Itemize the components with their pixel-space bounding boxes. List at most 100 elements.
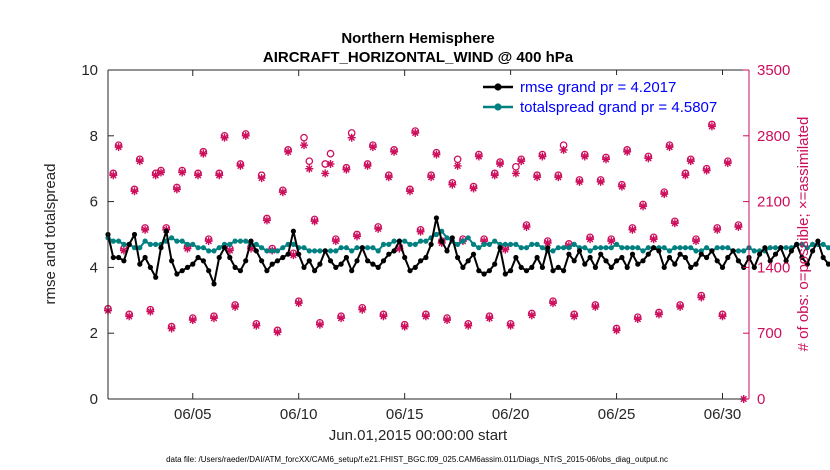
series-point-totalspread <box>370 245 376 251</box>
obs-assimilated-stroke <box>141 226 149 234</box>
obs-assimilated-stroke <box>417 228 424 235</box>
series-point-totalspread <box>402 238 408 244</box>
series-point-totalspread <box>582 245 588 251</box>
series-point-totalspread <box>635 245 641 251</box>
legend-marker-totalspread <box>494 103 502 111</box>
obs-assimilated-marker <box>617 182 626 191</box>
x-tick-label: 06/25 <box>598 406 636 423</box>
series-point-rmse <box>169 258 175 264</box>
obs-assimilated-marker <box>639 202 648 211</box>
series-point-rmse <box>656 248 662 254</box>
obs-assimilated-marker <box>347 133 356 142</box>
series-lines <box>105 215 830 287</box>
series-point-totalspread <box>571 241 577 247</box>
series-point-totalspread <box>799 241 805 247</box>
series-point-totalspread <box>492 238 498 244</box>
series-point-totalspread <box>592 245 599 251</box>
obs-assimilated-stroke <box>687 157 695 165</box>
obs-assimilated-stroke <box>364 162 371 170</box>
series-point-rmse <box>719 264 726 270</box>
obs-assimilated-stroke <box>385 173 393 181</box>
obs-assimilated-marker <box>681 171 690 180</box>
obs-assimilated-stroke <box>290 251 297 259</box>
series-point-rmse <box>248 238 254 244</box>
obs-assimilated-stroke <box>523 223 530 231</box>
series-point-totalspread <box>259 245 265 251</box>
obs-assimilated-marker <box>527 311 536 320</box>
series-point-totalspread <box>772 245 779 251</box>
series-point-rmse <box>645 251 651 257</box>
series-point-totalspread <box>227 241 233 247</box>
x-tick-label: 06/20 <box>492 406 530 423</box>
series-point-rmse <box>137 261 143 267</box>
obs-assimilated-stroke <box>237 162 244 170</box>
obs-assimilated-marker <box>517 157 526 166</box>
obs-assimilated-marker <box>352 232 361 241</box>
series-point-rmse <box>465 258 471 264</box>
obs-assimilated-stroke <box>676 303 684 311</box>
series-point-rmse <box>206 268 212 274</box>
series-point-totalspread <box>433 231 439 238</box>
series-point-rmse <box>460 264 466 270</box>
obs-assimilated-marker <box>421 312 430 321</box>
series-point-rmse <box>788 248 795 254</box>
obs-assimilated-stroke <box>380 312 387 320</box>
obs-assimilated-stroke <box>449 181 456 188</box>
series-point-rmse <box>301 264 307 270</box>
obs-assimilated-marker <box>331 237 340 246</box>
series-point-totalspread <box>116 238 122 244</box>
obs-assimilated-stroke <box>374 225 382 233</box>
legend-label-totalspread: totalspread grand pr = 4.5807 <box>520 99 717 116</box>
series-point-totalspread <box>550 248 556 254</box>
series-point-totalspread <box>672 245 678 251</box>
obs-assimilated-stroke <box>136 157 144 165</box>
series-point-rmse <box>439 238 445 244</box>
series-point-rmse <box>306 258 312 264</box>
obs-assimilated-stroke <box>343 166 350 173</box>
series-point-rmse <box>804 261 810 267</box>
series-point-rmse <box>820 254 826 261</box>
series-point-rmse <box>264 268 270 274</box>
obs-assimilated-stroke <box>125 312 133 320</box>
obs-assimilated-stroke <box>576 178 583 186</box>
series-point-totalspread <box>725 245 731 251</box>
series-point-rmse <box>571 258 577 264</box>
series-point-rmse <box>433 215 439 221</box>
series-point-totalspread <box>751 248 757 254</box>
obs-assimilated-marker <box>464 321 473 330</box>
obs-assimilated-marker <box>718 312 727 321</box>
obs-assimilated-stroke <box>358 306 366 313</box>
series-point-rmse <box>539 264 546 270</box>
obs-assimilated-stroke <box>189 316 197 324</box>
obs-assimilated-marker <box>522 222 531 231</box>
series-point-totalspread <box>518 245 524 251</box>
series-point-rmse <box>317 261 323 267</box>
series-point-rmse <box>688 264 694 270</box>
obs-assimilated-stroke <box>528 312 536 319</box>
series-point-rmse <box>227 254 233 261</box>
series-point-totalspread <box>195 245 201 251</box>
obs-assimilated-marker <box>384 173 393 182</box>
series-point-rmse <box>184 264 191 270</box>
series-point-totalspread <box>619 245 625 251</box>
obs-assimilated-stroke <box>512 170 520 177</box>
series-point-rmse <box>131 231 138 238</box>
obs-assimilated-stroke <box>613 327 620 334</box>
series-point-totalspread <box>407 241 413 247</box>
series-point-rmse <box>810 248 816 254</box>
obs-possible-marker <box>326 149 335 158</box>
series-point-rmse <box>508 268 514 274</box>
obs-assimilated-stroke <box>454 162 461 170</box>
series-point-totalspread <box>338 245 344 251</box>
series-point-rmse <box>391 248 397 254</box>
series-point-rmse <box>280 254 286 261</box>
obs-assimilated-marker <box>321 169 330 178</box>
series-point-totalspread <box>688 245 694 251</box>
series-point-rmse <box>592 264 599 270</box>
series-point-rmse <box>682 254 689 261</box>
obs-assimilated-stroke <box>332 237 340 245</box>
obs-assimilated-stroke <box>200 150 207 157</box>
obs-assimilated-stroke <box>464 322 472 329</box>
obs-assimilated-marker <box>278 188 287 197</box>
